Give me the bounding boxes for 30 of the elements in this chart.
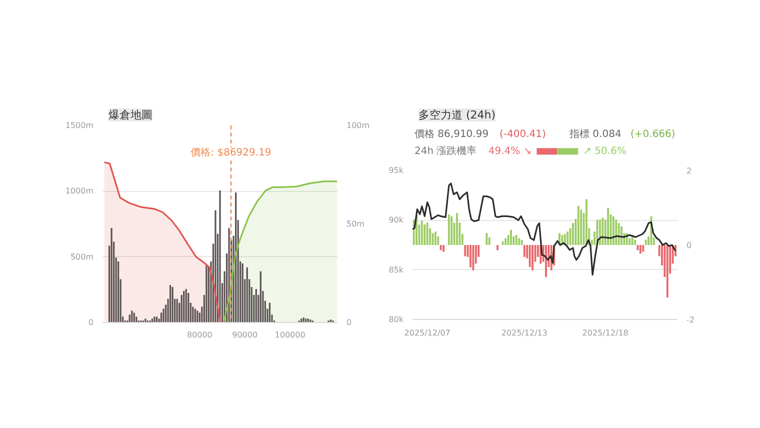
x-tick-label: 2025/12/13 bbox=[501, 328, 548, 338]
x-tick-label: 2025/12/07 bbox=[404, 328, 450, 338]
y-tick-label: 1500m bbox=[65, 121, 94, 130]
y2-tick-label: 50m bbox=[346, 220, 365, 228]
y-tick-label: 95k bbox=[388, 166, 404, 175]
y2-tick-label: 0 bbox=[686, 241, 692, 250]
x-tick-label: 80000 bbox=[186, 330, 212, 340]
y-tick-label: 85k bbox=[388, 265, 404, 274]
y-tick-label: 1000m bbox=[65, 186, 94, 196]
y-tick-label: 80k bbox=[388, 315, 404, 324]
data-label: 49.4% ↘ bbox=[488, 146, 532, 157]
chart-title: 爆倉地圖 bbox=[108, 108, 152, 122]
y-tick-label: 0 bbox=[88, 318, 94, 327]
y-tick-label: 24h 漲跌機率 bbox=[414, 144, 477, 157]
x-tick-label: 2025/12/18 bbox=[582, 328, 628, 338]
y2-tick-label: 0 bbox=[346, 318, 352, 327]
y-tick-label: 90k bbox=[388, 216, 404, 225]
chart-title: 多空力道 (24h) bbox=[418, 108, 496, 122]
text: (+0.666) bbox=[630, 129, 676, 140]
data-label: ↗ 50.6% bbox=[583, 146, 626, 157]
ref-line-label: 價格: $86929.19 bbox=[190, 146, 272, 159]
y2-tick-label: 2 bbox=[686, 166, 692, 176]
x-tick-label: 90000 bbox=[232, 330, 258, 340]
annotation: (-400.41) bbox=[500, 129, 546, 140]
annotation: 指標 0.084 bbox=[568, 128, 622, 140]
y2-tick-label: -2 bbox=[686, 316, 694, 324]
y-tick-label: 500m bbox=[70, 252, 94, 262]
text: 價格 86,910.99 bbox=[414, 128, 489, 140]
y2-tick-label: 100m bbox=[346, 121, 370, 130]
x-tick-label: 100000 bbox=[274, 330, 306, 340]
